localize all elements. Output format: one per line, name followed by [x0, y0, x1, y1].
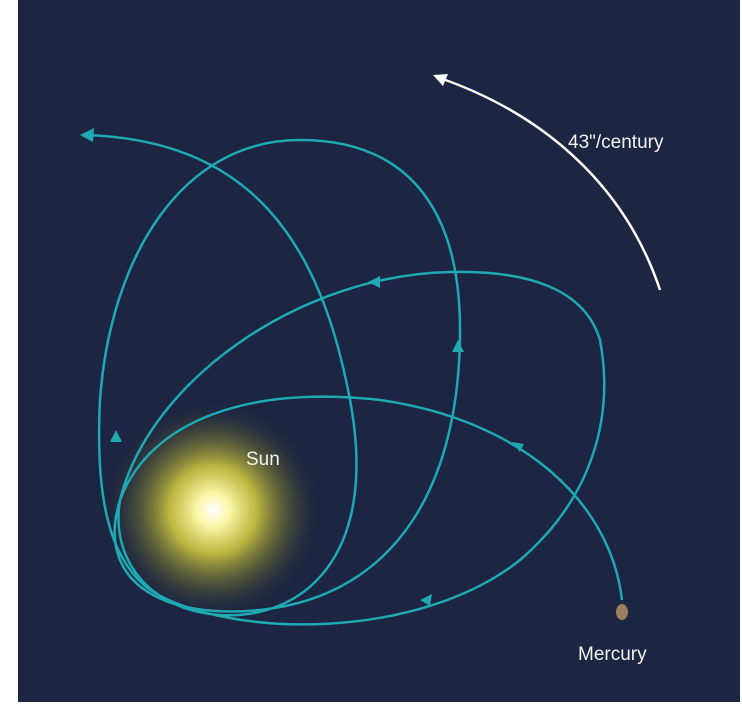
precession-arrowhead [433, 74, 448, 86]
precession-label: 43"/century [568, 132, 664, 153]
orbit-arrowheads [80, 128, 524, 606]
arrowhead [512, 442, 524, 452]
arrowhead [420, 594, 432, 606]
sun-glow [103, 400, 323, 620]
arrowhead [80, 128, 94, 142]
arrowhead [110, 430, 122, 442]
sun-label: Sun [246, 449, 280, 470]
precession-arrow [439, 76, 662, 291]
space-background [18, 0, 740, 702]
arrowhead [452, 340, 464, 352]
arrowhead [368, 276, 380, 288]
mercury-planet [616, 604, 628, 620]
mercury-label: Mercury [578, 644, 647, 665]
mercury-orbit [84, 133, 624, 626]
